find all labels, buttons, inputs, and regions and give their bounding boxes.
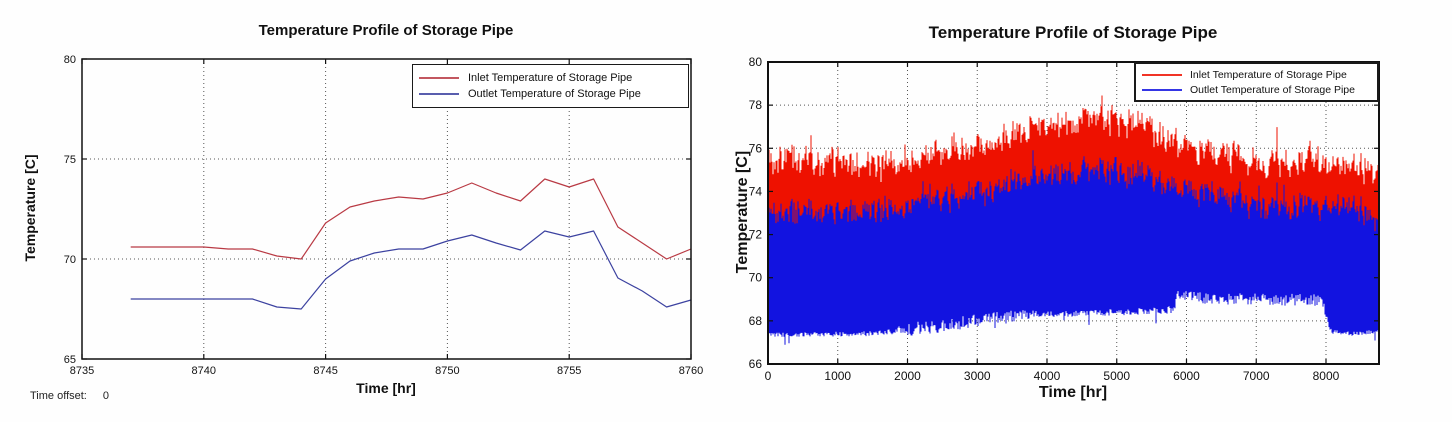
svg-text:2000: 2000 — [894, 369, 921, 383]
svg-text:78: 78 — [749, 98, 763, 112]
svg-text:8745: 8745 — [313, 365, 337, 377]
legend-item-inlet: Inlet Temperature of Storage Pipe — [419, 72, 682, 84]
svg-text:8735: 8735 — [70, 365, 94, 377]
svg-text:66: 66 — [749, 357, 763, 371]
legend-label-outlet: Outlet Temperature of Storage Pipe — [1190, 83, 1355, 96]
svg-text:7000: 7000 — [1243, 369, 1270, 383]
svg-text:75: 75 — [64, 154, 76, 166]
legend-item-outlet: Outlet Temperature of Storage Pipe — [419, 88, 682, 100]
left-figure: 8735 8740 8745 8750 8755 8760 65 70 75 80 Tempera… — [22, 22, 703, 402]
svg-text:72: 72 — [749, 228, 763, 242]
right-y-axis-label: Temperature [C] — [734, 150, 751, 274]
svg-text:3000: 3000 — [964, 369, 991, 383]
svg-text:8740: 8740 — [192, 365, 216, 377]
legend-label-inlet: Inlet Temperature of Storage Pipe — [468, 72, 633, 84]
svg-text:76: 76 — [749, 141, 763, 155]
right-x-axis-label: Time [hr] — [1038, 384, 1108, 401]
outlet-line-swatch — [1142, 88, 1182, 91]
legend-label-inlet: Inlet Temperature of Storage Pipe — [1190, 68, 1347, 81]
right-plot-canvas: 0 1000 2000 3000 4000 5000 6000 7000 8000 66 68 70 7… — [749, 55, 1380, 383]
svg-text:8755: 8755 — [557, 365, 581, 377]
outlet-line-swatch — [419, 93, 459, 95]
right-figure: 0 1000 2000 3000 4000 5000 6000 7000 8000 66 68 70 7… — [726, 0, 1452, 422]
time-offset-value: 0 — [102, 390, 109, 402]
left-y-axis-label: Temperature [C] — [22, 154, 38, 262]
svg-text:6000: 6000 — [1173, 369, 1200, 383]
time-offset: Time offset: 0 — [30, 390, 109, 402]
legend-item-outlet: Outlet Temperature of Storage Pipe — [1142, 84, 1371, 96]
right-legend: Inlet Temperature of Storage Pipe Outlet… — [1134, 62, 1379, 102]
svg-text:65: 65 — [64, 354, 76, 366]
svg-text:0: 0 — [765, 369, 772, 383]
svg-text:4000: 4000 — [1034, 369, 1061, 383]
svg-text:8750: 8750 — [435, 365, 459, 377]
inlet-line-swatch — [1142, 73, 1182, 76]
svg-text:5000: 5000 — [1103, 369, 1130, 383]
inlet-line-swatch — [419, 77, 459, 79]
svg-text:70: 70 — [749, 271, 763, 285]
svg-text:68: 68 — [749, 314, 763, 328]
time-offset-label: Time offset: — [30, 390, 87, 402]
svg-text:70: 70 — [64, 254, 76, 266]
left-legend: Inlet Temperature of Storage Pipe Outlet… — [412, 64, 689, 108]
svg-text:80: 80 — [64, 54, 76, 66]
svg-text:80: 80 — [749, 55, 763, 69]
right-chart-title: Temperature Profile of Storage Pipe — [928, 23, 1218, 42]
svg-text:74: 74 — [749, 184, 763, 198]
left-x-axis-label: Time [hr] — [356, 380, 416, 396]
legend-item-inlet: Inlet Temperature of Storage Pipe — [1142, 69, 1371, 81]
legend-label-outlet: Outlet Temperature of Storage Pipe — [468, 88, 641, 100]
svg-text:8760: 8760 — [679, 365, 703, 377]
svg-text:8000: 8000 — [1313, 369, 1340, 383]
left-plot-canvas: 8735 8740 8745 8750 8755 8760 65 70 75 80 — [64, 54, 703, 377]
svg-text:1000: 1000 — [824, 369, 851, 383]
left-chart-title: Temperature Profile of Storage Pipe — [258, 22, 514, 39]
